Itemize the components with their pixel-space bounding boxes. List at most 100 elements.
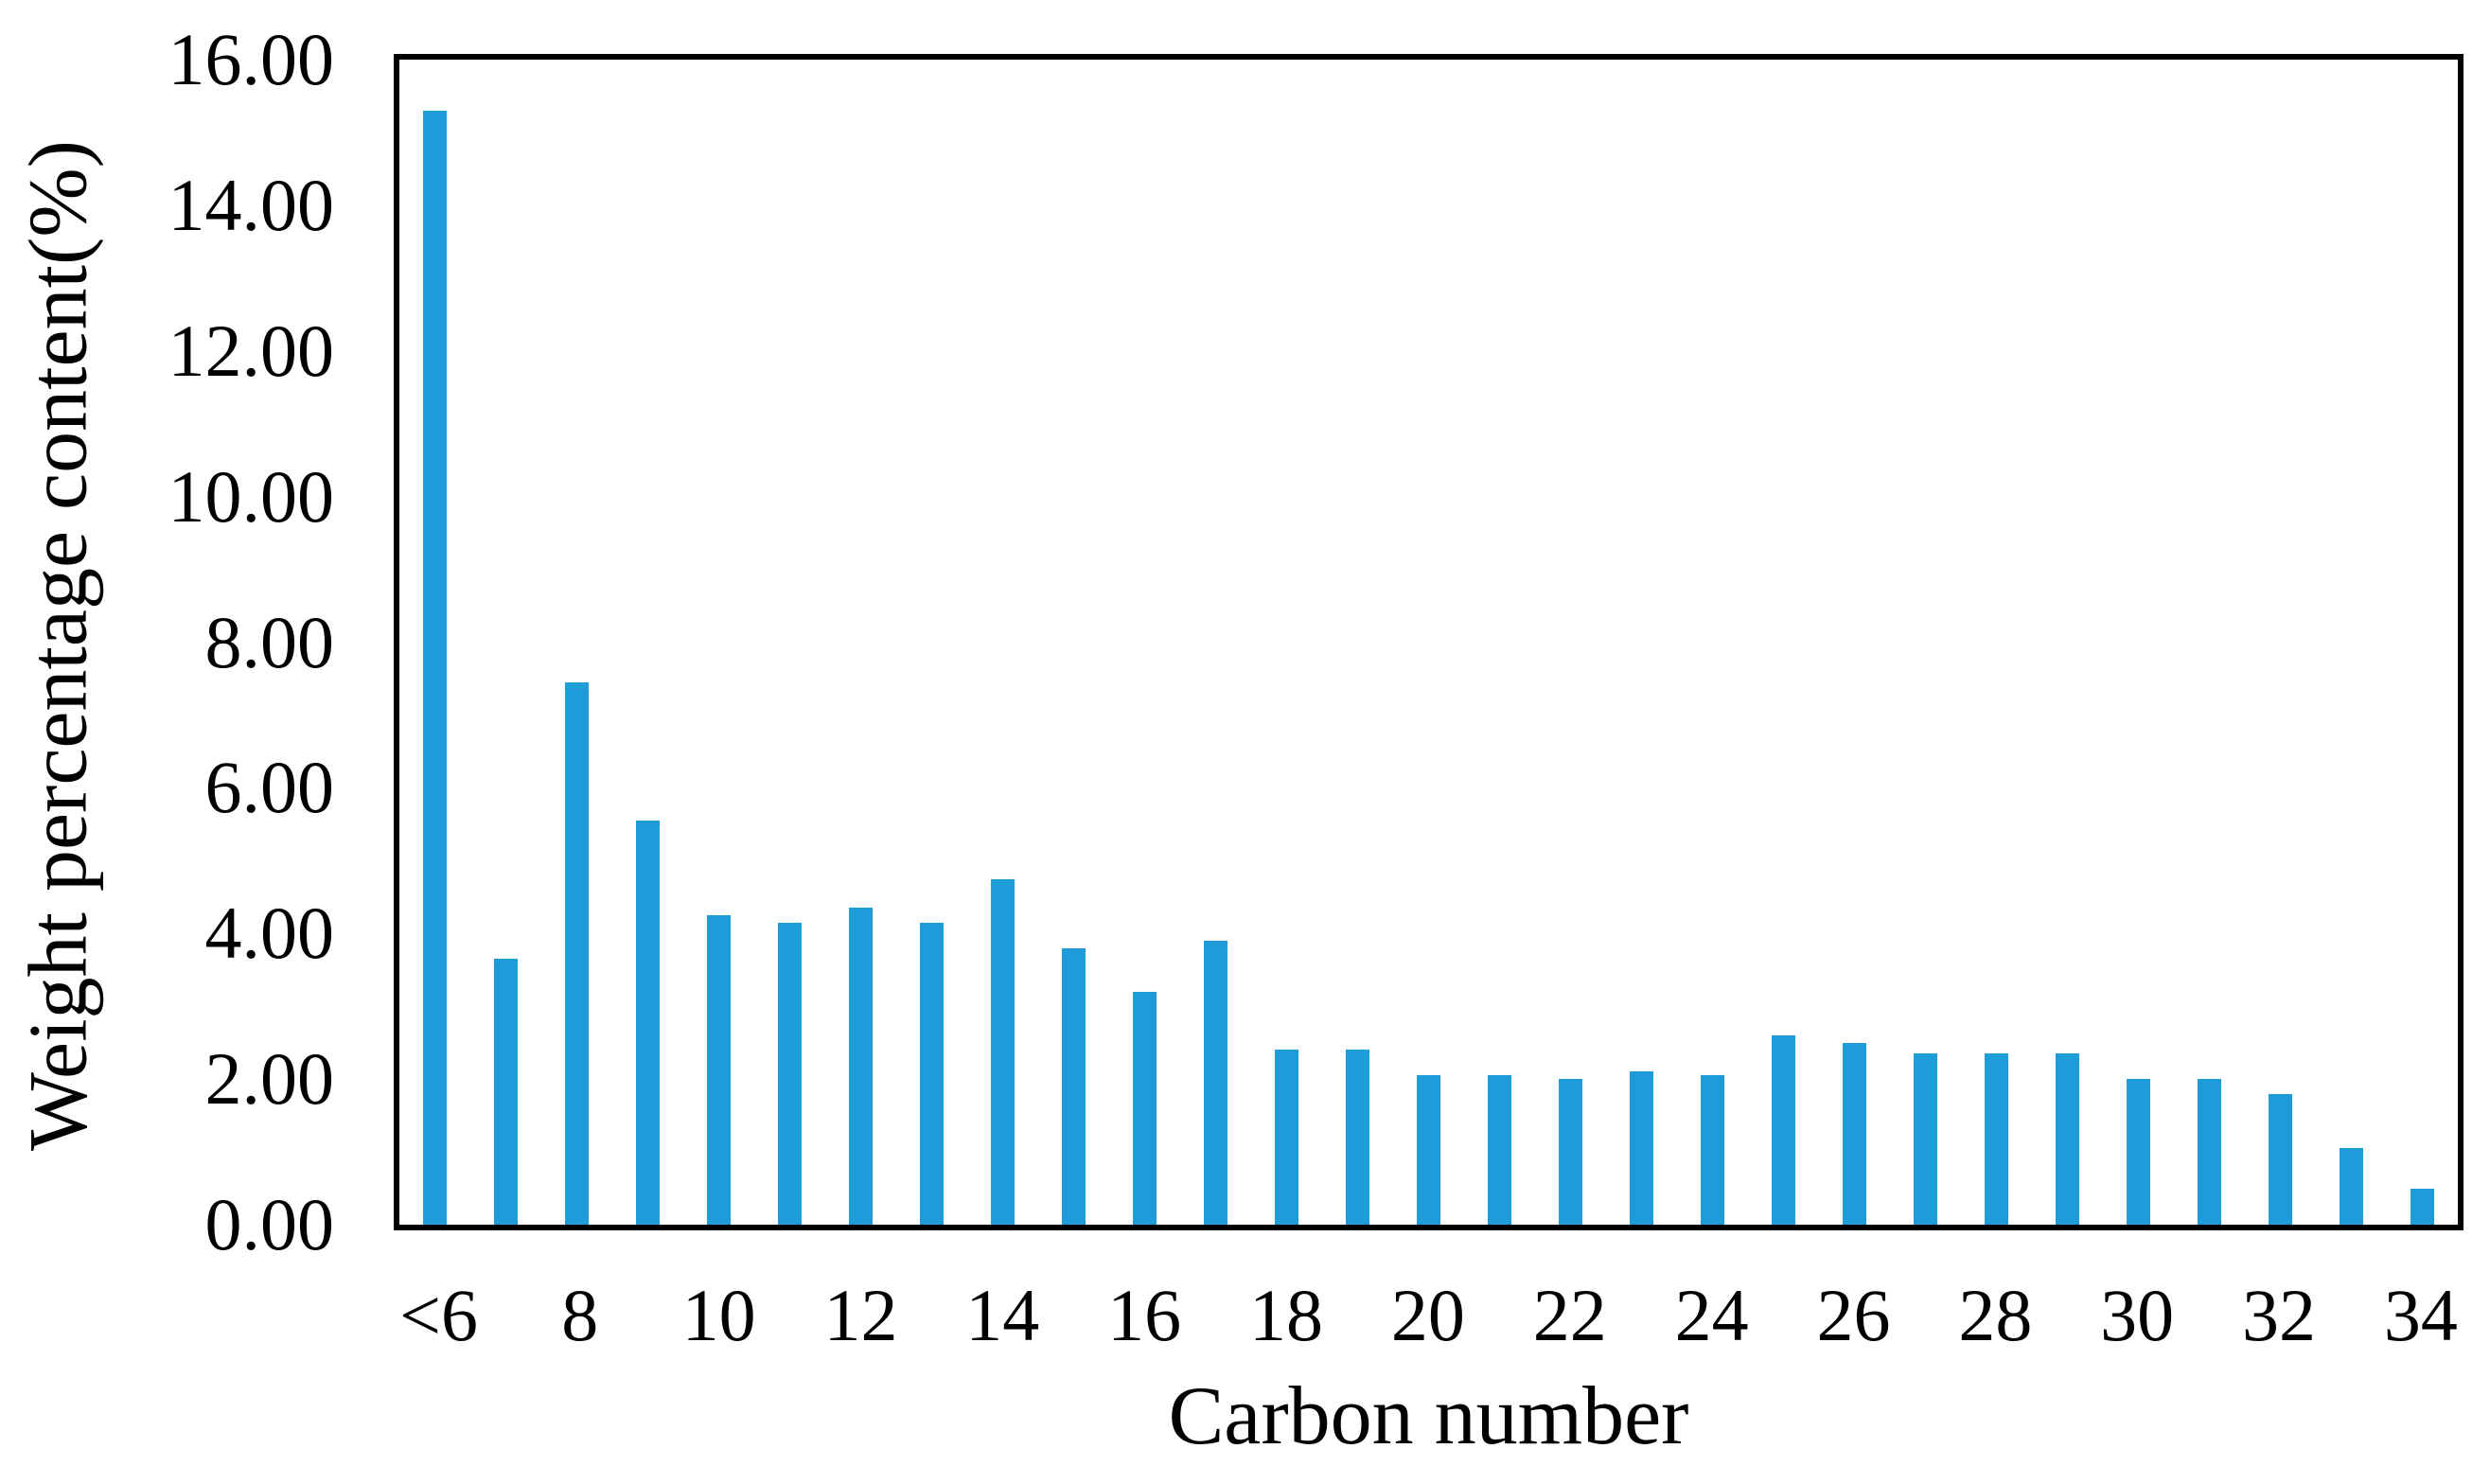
bar-slot	[1677, 60, 1748, 1225]
y-tick-label: 6.00	[204, 746, 335, 829]
bar-slot	[1393, 60, 1464, 1225]
x-tick-labels: <6 8 10 12 14 16 18 20 22 24 26 28 30 32 34	[399, 1270, 2458, 1361]
bar-slot	[399, 60, 470, 1225]
bar-slot	[2103, 60, 2174, 1225]
bar	[422, 110, 448, 1225]
bar	[2055, 1053, 2080, 1225]
bar	[990, 878, 1015, 1225]
x-tick-label	[1890, 1270, 1958, 1361]
bar-slot	[1180, 60, 1251, 1225]
y-tick-label: 2.00	[204, 1037, 335, 1121]
x-tick-label	[1039, 1270, 1107, 1361]
x-tick-label	[2032, 1270, 2100, 1361]
bar-slot	[896, 60, 967, 1225]
x-tick-label	[756, 1270, 824, 1361]
bar	[1842, 1042, 1867, 1225]
x-tick-label	[614, 1270, 682, 1361]
bar-slot	[1038, 60, 1109, 1225]
x-tick-label: 30	[2100, 1274, 2175, 1356]
bar-slot	[1819, 60, 1890, 1225]
bar	[1203, 940, 1228, 1225]
bar	[2339, 1148, 2364, 1225]
y-tick-label: 0.00	[204, 1183, 335, 1265]
x-tick-label: 32	[2242, 1274, 2317, 1356]
x-axis-title: Carbon number	[1168, 1370, 1689, 1462]
x-tick-label: 24	[1674, 1274, 1749, 1356]
bar	[2268, 1093, 2293, 1225]
bar	[919, 922, 945, 1225]
bar-slot	[1464, 60, 1535, 1225]
bar-slot	[1109, 60, 1180, 1225]
y-tick-label: 8.00	[204, 600, 335, 683]
bar-slot	[967, 60, 1038, 1225]
bar-slot	[2032, 60, 2103, 1225]
bar	[1416, 1075, 1441, 1225]
x-tick-label	[897, 1270, 965, 1361]
x-tick-label	[1181, 1270, 1249, 1361]
x-tick-label	[1465, 1270, 1533, 1361]
bar	[1629, 1071, 1654, 1225]
bar-slot	[754, 60, 825, 1225]
x-tick-label: 34	[2383, 1274, 2458, 1356]
bar-slot	[1961, 60, 2032, 1225]
bar-slot	[1535, 60, 1606, 1225]
bar-slot	[2245, 60, 2316, 1225]
bar-slot	[1890, 60, 1961, 1225]
bar	[1913, 1053, 1938, 1225]
bar	[2410, 1188, 2435, 1225]
bar	[1984, 1053, 2009, 1225]
bar	[1700, 1075, 1725, 1225]
bar	[2197, 1079, 2222, 1225]
bar	[1558, 1079, 1583, 1225]
x-tick-label: 20	[1390, 1274, 1465, 1356]
bar	[848, 908, 874, 1225]
bar-slot	[825, 60, 896, 1225]
bar-slot	[2387, 60, 2458, 1225]
bar	[1274, 1050, 1299, 1225]
y-tick-label: 14.00	[168, 163, 335, 246]
y-tick-label: 16.00	[168, 18, 335, 100]
bar	[635, 821, 661, 1225]
x-tick-label: 8	[561, 1274, 599, 1356]
x-tick-label	[1607, 1270, 1675, 1361]
bar	[777, 922, 803, 1225]
bar-slot	[541, 60, 612, 1225]
x-tick-label: 28	[1958, 1274, 2033, 1356]
bar	[1345, 1050, 1370, 1225]
bar	[493, 959, 519, 1225]
x-tick-label	[2316, 1270, 2384, 1361]
bar-slot	[612, 60, 683, 1225]
bar-slot	[2316, 60, 2387, 1225]
bar-slot	[1322, 60, 1393, 1225]
x-tick-label	[1749, 1270, 1817, 1361]
y-tick-label: 12.00	[168, 309, 335, 392]
x-tick-label: 14	[965, 1274, 1040, 1356]
bar	[1132, 991, 1157, 1225]
x-tick-label	[478, 1270, 546, 1361]
bar	[1487, 1075, 1512, 1225]
x-tick-label: 22	[1532, 1274, 1607, 1356]
x-tick-label	[1323, 1270, 1391, 1361]
x-tick-label: 12	[823, 1274, 898, 1356]
x-tick-label: <6	[399, 1274, 478, 1356]
bar	[564, 681, 590, 1225]
plot-area	[394, 54, 2464, 1230]
bar-slot	[683, 60, 754, 1225]
bar-slot	[2174, 60, 2245, 1225]
x-tick-label: 18	[1249, 1274, 1324, 1356]
bar-slot	[470, 60, 541, 1225]
x-tick-label	[2174, 1270, 2242, 1361]
bar	[1061, 947, 1086, 1225]
bar-slot	[1748, 60, 1819, 1225]
bar-slot	[1251, 60, 1322, 1225]
x-tick-label: 26	[1816, 1274, 1891, 1356]
x-tick-label: 10	[681, 1274, 756, 1356]
y-tick-label: 4.00	[204, 892, 335, 975]
bar-slot	[1606, 60, 1677, 1225]
bar	[706, 915, 732, 1225]
x-tick-label: 16	[1107, 1274, 1182, 1356]
y-tick-label: 10.00	[168, 454, 335, 538]
bar	[2126, 1079, 2151, 1225]
bars-row	[399, 60, 2458, 1225]
